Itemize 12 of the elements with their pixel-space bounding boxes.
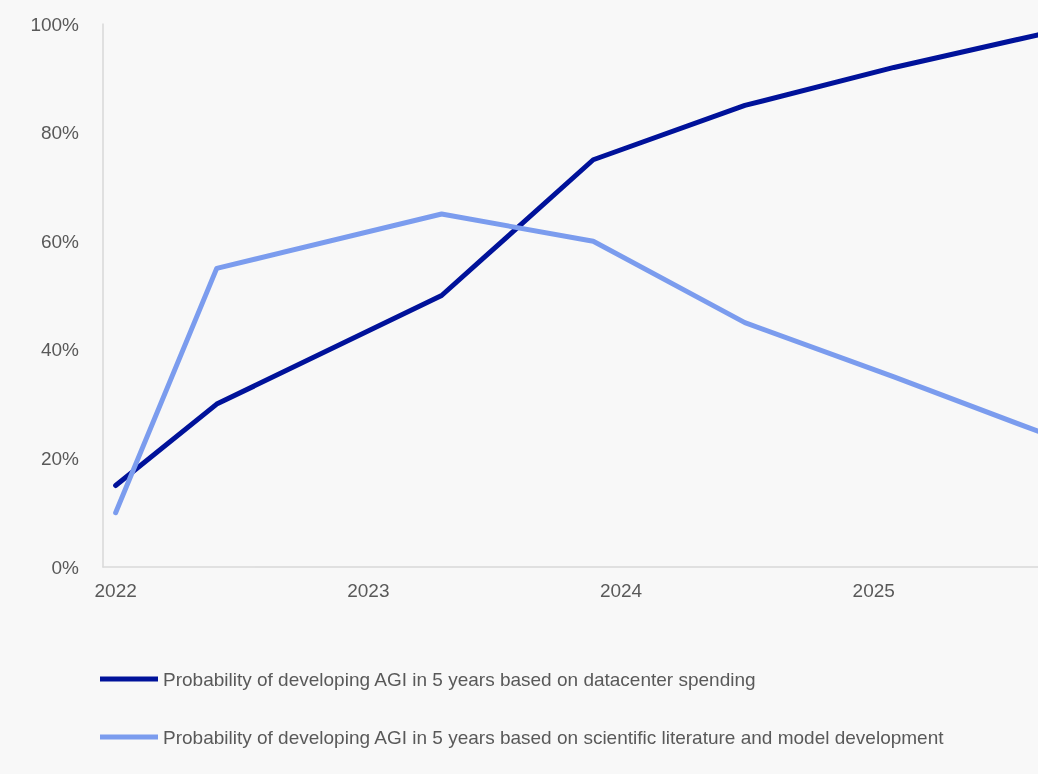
legend-label: Probability of developing AGI in 5 years based on datacenter spending [163,668,756,690]
y-tick-label: 80% [40,122,80,144]
y-tick-label: 20% [40,447,80,469]
x-tick-label: 2022 [94,580,137,601]
legend-label: Probability of developing AGI in 5 years based on scientific literature and model development [163,726,945,748]
y-tick-label: 100% [30,13,80,35]
x-tick-label: 2024 [599,580,643,601]
y-tick-label: 0% [51,556,80,578]
x-tick-label: 2023 [347,580,390,601]
y-tick-label: 40% [40,339,80,361]
y-tick-label: 60% [40,230,80,252]
x-tick-label: 2025 [852,580,895,601]
